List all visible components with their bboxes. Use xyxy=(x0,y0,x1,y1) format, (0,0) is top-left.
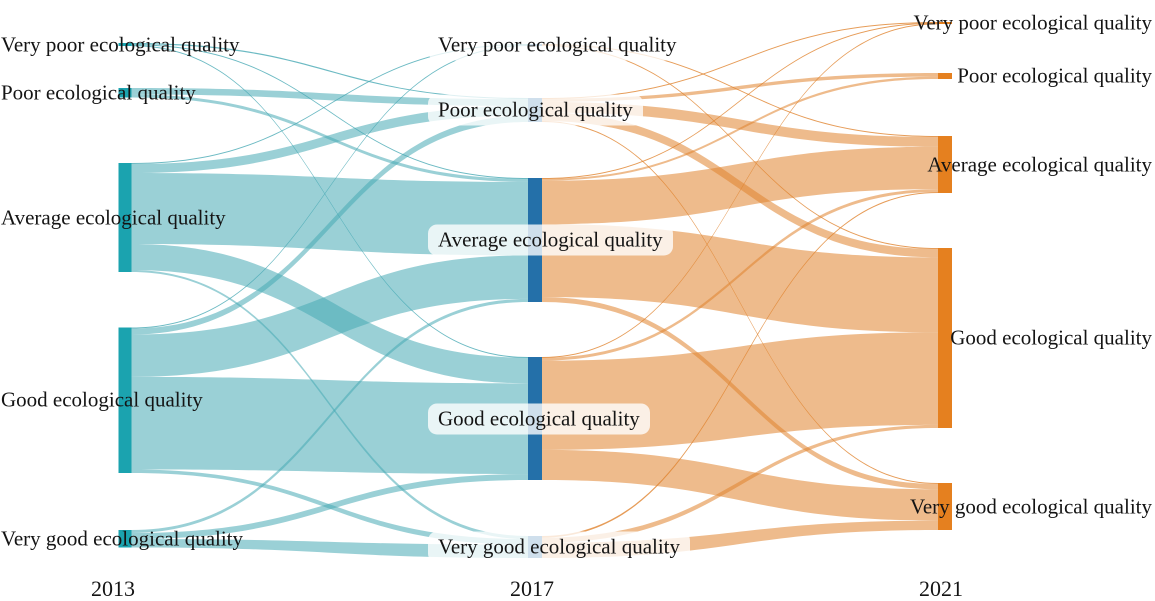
flow-2017-average-to-2021-poor xyxy=(542,76,938,181)
flow-2013-average-to-2017-very-poor xyxy=(131,44,528,164)
node-bar-2013-very-poor xyxy=(118,43,132,46)
node-label-2021-very-good: Very good ecological quality xyxy=(909,493,1152,518)
node-label-2013-good: Good ecological quality xyxy=(1,387,203,412)
flow-2013-good-to-2017-very-poor xyxy=(131,45,528,329)
node-bar-2021-very-good xyxy=(938,483,952,530)
node-bar-2021-good xyxy=(938,248,952,428)
flow-2013-good-to-2017-average xyxy=(131,255,528,377)
node-bar-2013-good xyxy=(118,327,132,473)
flow-2017-very-good-to-2021-average xyxy=(542,192,938,538)
node-label-2017-very-good: Very good ecological quality xyxy=(428,531,691,563)
flow-2013-very-poor-to-2017-average xyxy=(131,44,528,180)
flow-2017-good-to-2021-average xyxy=(542,189,938,361)
node-label-2013-very-poor: Very poor ecological quality xyxy=(1,31,240,56)
flow-2017-very-poor-to-2021-average xyxy=(542,44,938,137)
node-label-2021-poor: Poor ecological quality xyxy=(957,63,1152,88)
node-label-2017-good: Good ecological quality xyxy=(428,402,650,435)
flow-2017-very-poor-to-2021-good xyxy=(542,45,938,250)
node-label-2021-very-poor: Very poor ecological quality xyxy=(913,10,1152,35)
node-bar-2013-average xyxy=(118,163,132,272)
node-bar-2021-poor xyxy=(938,73,952,79)
flow-2017-average-to-2021-very-poor xyxy=(542,22,938,180)
flow-2017-average-to-2021-average xyxy=(542,146,938,225)
node-label-2013-poor: Poor ecological quality xyxy=(1,80,196,105)
flow-2013-very-good-to-2017-average xyxy=(131,298,528,533)
axis-label-2013: 2013 xyxy=(91,576,135,601)
flow-2013-very-good-to-2017-good xyxy=(131,474,528,539)
node-bar-2021-very-poor xyxy=(938,22,952,24)
node-bar-2013-very-good xyxy=(118,530,132,548)
node-label-2017-poor: Poor ecological quality xyxy=(428,94,643,126)
flow-2017-very-good-to-2021-good xyxy=(542,424,938,543)
node-label-2013-average: Average ecological quality xyxy=(1,204,226,229)
flow-2013-good-to-2017-good xyxy=(131,376,528,475)
node-label-2017-very-poor: Very poor ecological quality xyxy=(428,29,687,61)
axis-label-2021: 2021 xyxy=(919,576,963,601)
node-label-2013-very-good: Very good ecological quality xyxy=(1,526,244,551)
axis-label-2017: 2017 xyxy=(510,576,554,601)
node-label-2021-average: Average ecological quality xyxy=(927,151,1152,176)
node-bar-2013-poor xyxy=(118,88,132,98)
flow-2013-average-to-2017-poor xyxy=(131,106,528,173)
node-label-2017-average: Average ecological quality xyxy=(428,224,673,256)
flow-2013-good-to-2017-poor xyxy=(131,115,528,335)
node-label-2021-good: Good ecological quality xyxy=(950,325,1152,350)
flow-2013-very-poor-to-2017-poor xyxy=(131,43,528,100)
flow-2017-poor-to-2021-very-poor xyxy=(542,22,938,99)
flow-2017-good-to-2021-very-poor xyxy=(542,23,938,359)
flow-2017-poor-to-2021-poor xyxy=(542,73,938,102)
node-bar-2021-average xyxy=(938,136,952,193)
